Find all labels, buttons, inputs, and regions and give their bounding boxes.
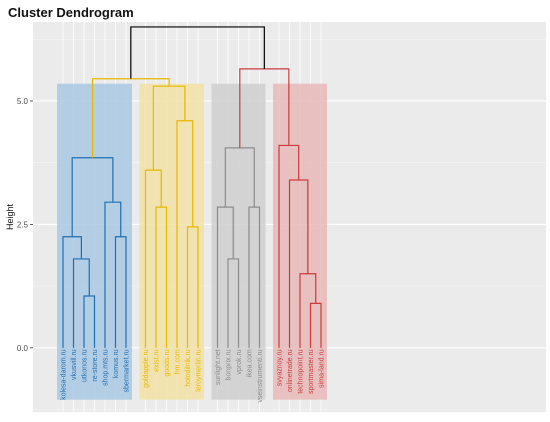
leaf-label: goods.ru — [164, 349, 171, 376]
dendrogram-link — [288, 179, 309, 348]
leaf-label: shop.mts.ru — [103, 349, 110, 386]
leaf-label: technopoint.ru — [298, 349, 305, 393]
dendrogram-link — [114, 236, 127, 348]
leaf-label: goldapple.ru — [143, 349, 150, 388]
leaf-label: leroymerlin.ru — [196, 349, 203, 392]
y-tick-label: 0.0 — [17, 344, 29, 353]
y-axis-label: Height — [5, 203, 15, 230]
dendrogram-link — [216, 206, 234, 348]
dendrogram-link — [155, 206, 168, 348]
dendrogram-link — [278, 144, 300, 348]
leaf-labels: kolesa-darom.ru vkusvill.ru utkonos.ru re-s… — [61, 349, 326, 402]
leaf-label: re-store.ru — [92, 349, 99, 381]
leaf-label: ikea.com — [247, 349, 254, 377]
leaf-label: kolesa-darom.ru — [61, 349, 68, 400]
leaf-label: sima-land.ru — [319, 349, 326, 388]
leaf-label: vkusvill.ru — [71, 349, 78, 380]
leaf-label: vprok.ru — [236, 349, 243, 374]
dendrogram-link — [104, 201, 122, 348]
leaf-label: onlinetrade.ru — [287, 349, 294, 392]
leaf-label: exist.ru — [154, 349, 161, 372]
chart-title: Cluster Dendrogram — [8, 5, 134, 20]
leaf-label: sportmaster.ru — [308, 349, 315, 394]
leaf-label: vseinstrumenti.ru — [257, 349, 264, 402]
leaf-label: utkonos.ru — [82, 349, 89, 382]
leaf-label: hm.com — [175, 349, 182, 374]
y-axis: 0.0 2.5 5.0 — [17, 97, 33, 353]
leaf-label: sunlight.net — [215, 349, 222, 385]
y-tick-label: 2.5 — [17, 220, 29, 229]
y-tick-label: 5.0 — [17, 97, 29, 106]
leaf-label: holodilnik.ru — [185, 349, 192, 386]
leaf-label: sbermarket.ru — [124, 349, 131, 392]
dendrogram-links — [62, 26, 322, 348]
dendrogram-link — [248, 206, 261, 348]
leaf-label: bonprix.ru — [226, 349, 233, 380]
dendrogram-link — [62, 236, 82, 348]
dendrogram-link — [130, 26, 265, 79]
leaf-label: komus.ru — [113, 349, 120, 378]
leaf-label: svyaznoy.ru — [277, 349, 284, 386]
